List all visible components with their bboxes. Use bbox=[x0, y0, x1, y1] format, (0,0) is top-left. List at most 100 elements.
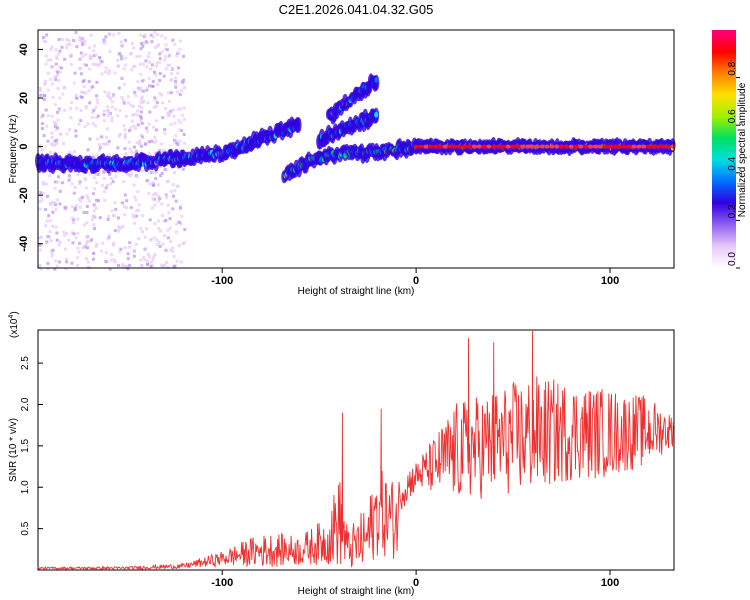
heatmap-cell bbox=[51, 95, 55, 99]
heatmap-cell bbox=[107, 235, 111, 239]
heatmap-cell bbox=[107, 111, 111, 115]
heatmap-cell bbox=[95, 98, 99, 102]
heatmap-cell bbox=[133, 221, 137, 225]
heatmap-cell bbox=[154, 128, 158, 132]
heatmap-cell bbox=[112, 241, 116, 245]
heatmap-cell bbox=[132, 183, 136, 187]
heatmap-cell bbox=[95, 116, 99, 120]
heatmap-cell bbox=[160, 50, 164, 54]
heatmap-cell bbox=[83, 39, 87, 43]
heatmap-cell bbox=[39, 235, 43, 239]
heatmap-cell bbox=[54, 141, 58, 145]
heatmap-cell bbox=[55, 110, 59, 114]
heatmap-cell bbox=[73, 208, 77, 212]
heatmap-cell bbox=[166, 236, 170, 240]
heatmap-cell bbox=[92, 209, 96, 213]
heatmap-cell bbox=[44, 207, 48, 211]
heatmap-cell bbox=[46, 88, 50, 92]
heatmap-cell bbox=[78, 66, 82, 70]
heatmap-cell bbox=[44, 182, 48, 186]
heatmap-cell bbox=[69, 116, 73, 120]
heatmap-cell bbox=[54, 259, 58, 263]
heatmap-cell bbox=[70, 182, 74, 186]
heatmap-cell bbox=[90, 238, 94, 242]
heatmap-cell bbox=[62, 142, 66, 146]
heatmap-cell bbox=[77, 250, 81, 254]
heatmap-cell bbox=[58, 49, 62, 53]
heatmap-cell bbox=[147, 51, 151, 55]
snr-y-tick-label: 1.0 bbox=[20, 480, 31, 494]
heatmap-cell bbox=[168, 217, 172, 221]
heatmap-cell bbox=[529, 144, 535, 149]
heatmap-cell bbox=[74, 93, 78, 97]
heatmap-cell bbox=[87, 67, 91, 71]
heatmap-cell bbox=[171, 207, 175, 211]
heatmap-cell bbox=[40, 198, 44, 202]
heatmap-cell bbox=[158, 149, 162, 153]
heatmap-cell bbox=[96, 101, 100, 105]
heatmap-cell bbox=[179, 204, 183, 208]
heatmap-cell bbox=[69, 63, 73, 67]
heatmap-cell bbox=[44, 54, 48, 58]
heatmap-cell bbox=[86, 122, 90, 126]
heatmap-cell bbox=[85, 221, 89, 225]
spectrogram-x-tick-label: -100 bbox=[211, 275, 233, 287]
heatmap-cell bbox=[636, 144, 642, 149]
heatmap-cell bbox=[91, 155, 95, 159]
heatmap-cell bbox=[95, 181, 99, 185]
heatmap-cell bbox=[140, 106, 144, 110]
heatmap-cell bbox=[107, 214, 111, 218]
snr-y-tick-label: 2.5 bbox=[20, 356, 31, 370]
heatmap-cell bbox=[68, 176, 72, 180]
heatmap-cell bbox=[142, 255, 146, 259]
heatmap-cell bbox=[167, 53, 171, 57]
heatmap-cell bbox=[63, 233, 67, 237]
heatmap-cell bbox=[116, 216, 120, 220]
heatmap-cell bbox=[80, 40, 84, 44]
heatmap-cell bbox=[139, 33, 143, 37]
heatmap-cell bbox=[130, 171, 134, 175]
heatmap-cell bbox=[167, 99, 171, 103]
heatmap-cell bbox=[418, 144, 424, 149]
snr-xlabel: Height of straight line (km) bbox=[298, 586, 415, 597]
heatmap-cell bbox=[123, 132, 127, 136]
heatmap-cell bbox=[78, 38, 82, 42]
heatmap-cell bbox=[158, 197, 162, 201]
heatmap-cell bbox=[170, 66, 174, 70]
heatmap-cell bbox=[39, 248, 43, 252]
heatmap-cell bbox=[92, 49, 96, 53]
heatmap-cell bbox=[156, 242, 160, 246]
heatmap-cell bbox=[38, 207, 42, 211]
colorbar-label: Normalized spectral amplitude bbox=[737, 82, 748, 217]
heatmap-cell bbox=[181, 167, 185, 171]
heatmap-cell bbox=[179, 222, 183, 226]
heatmap-cell bbox=[433, 144, 438, 149]
heatmap-cell bbox=[61, 37, 65, 41]
spectrogram-frame bbox=[37, 29, 675, 269]
heatmap-cell bbox=[79, 108, 83, 112]
heatmap-cell bbox=[152, 140, 156, 144]
heatmap-cell bbox=[163, 127, 167, 131]
heatmap-cell bbox=[48, 230, 52, 234]
heatmap-cell bbox=[133, 112, 137, 116]
heatmap-cell bbox=[133, 90, 137, 94]
heatmap-cell bbox=[573, 144, 579, 149]
heatmap-cell bbox=[165, 48, 169, 52]
heatmap-cell bbox=[174, 85, 178, 89]
heatmap-cell bbox=[85, 211, 89, 215]
heatmap-cell bbox=[74, 30, 78, 34]
heatmap-cell bbox=[175, 184, 179, 188]
heatmap-cell bbox=[41, 113, 45, 117]
heatmap-cell bbox=[84, 186, 88, 190]
heatmap-cell bbox=[50, 252, 54, 256]
heatmap-cell bbox=[84, 91, 88, 95]
heatmap-cell bbox=[38, 199, 42, 203]
heatmap-cell bbox=[82, 210, 86, 214]
heatmap-cell bbox=[124, 114, 128, 118]
heatmap-cell bbox=[92, 223, 96, 227]
heatmap-cell bbox=[58, 65, 62, 69]
heatmap-cell bbox=[160, 93, 164, 97]
heatmap-cell bbox=[178, 47, 182, 51]
heatmap-cell bbox=[130, 68, 134, 72]
heatmap-cell bbox=[44, 62, 48, 66]
